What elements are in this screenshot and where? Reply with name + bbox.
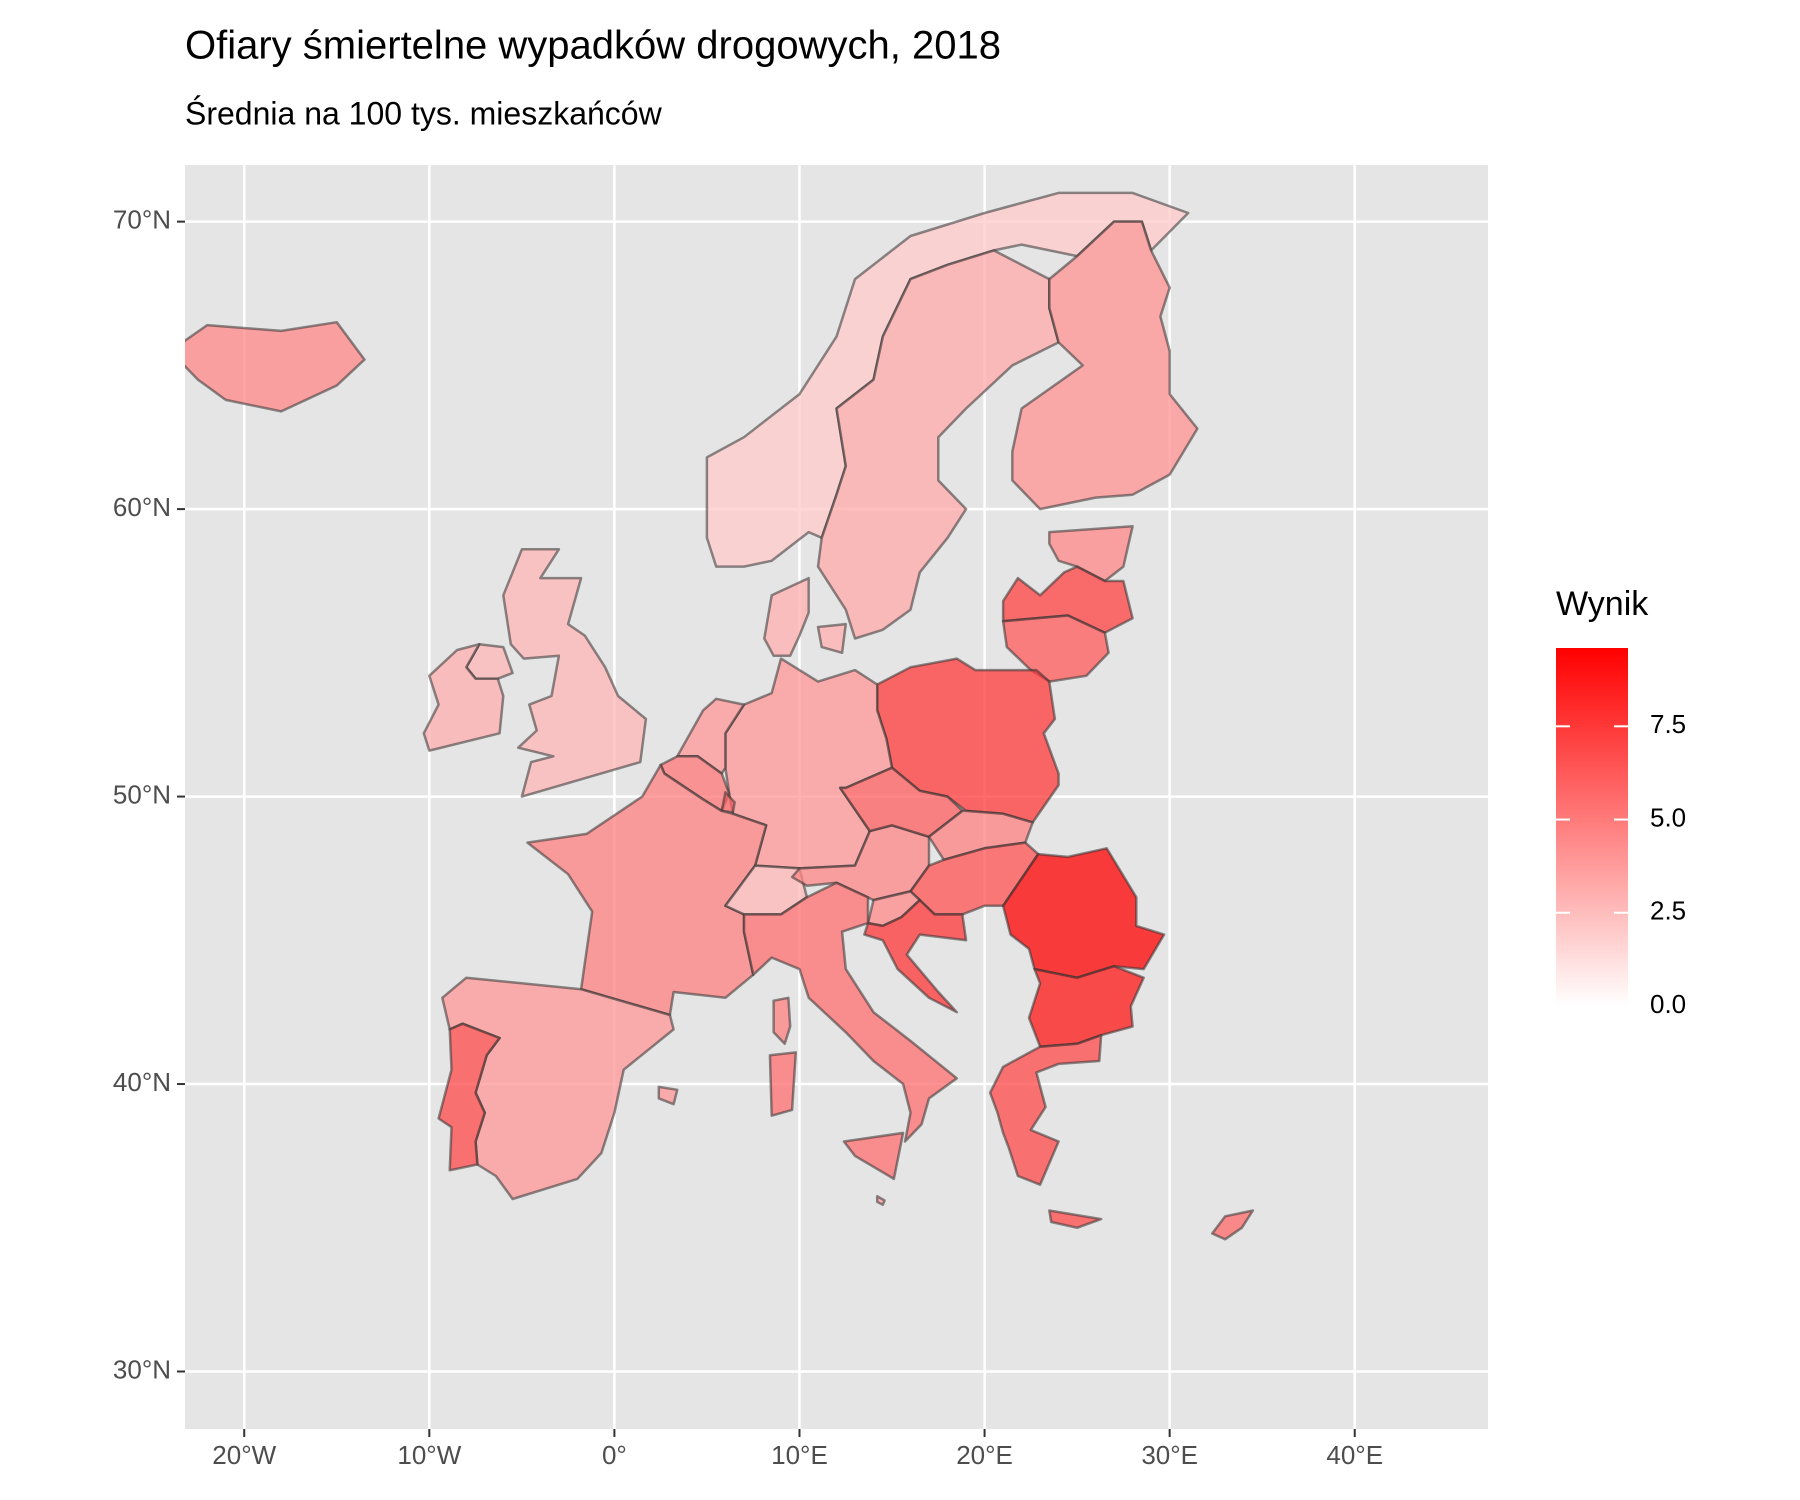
region bbox=[763, 576, 848, 657]
legend-tick-label: 5.0 bbox=[1650, 802, 1686, 832]
chart-subtitle: Średnia na 100 tys. mieszkańców bbox=[185, 95, 663, 131]
region bbox=[988, 1033, 1103, 1230]
chart-title: Ofiary śmiertelne wypadków drogowych, 20… bbox=[185, 24, 1001, 68]
x-tick-label: 20°E bbox=[956, 1440, 1013, 1470]
legend-tick-label: 2.5 bbox=[1650, 896, 1686, 926]
map bbox=[185, 191, 1255, 1241]
region bbox=[422, 642, 505, 752]
legend-tick-label: 7.5 bbox=[1650, 709, 1686, 739]
region bbox=[1027, 964, 1145, 1048]
axes: 20°W 10°W 0° 10°E 20°E 30°E 40°E 30°N 40°N 50°N 60… bbox=[113, 205, 1383, 1470]
region bbox=[437, 1022, 501, 1172]
x-tick-label: 30°E bbox=[1141, 1440, 1198, 1470]
legend-title: Wynik bbox=[1556, 585, 1649, 623]
x-tick-label: 20°W bbox=[212, 1440, 276, 1470]
y-tick-label: 70°N bbox=[113, 205, 171, 235]
y-tick-label: 30°N bbox=[113, 1354, 171, 1384]
region bbox=[875, 1194, 886, 1207]
region bbox=[185, 320, 366, 413]
region bbox=[816, 249, 1060, 640]
region bbox=[1210, 1209, 1255, 1241]
region bbox=[863, 898, 968, 1014]
region bbox=[1001, 614, 1110, 683]
colorbar bbox=[1556, 648, 1628, 1006]
x-tick-label: 10°E bbox=[771, 1440, 828, 1470]
legend: Wynik 0.0 2.5 5.0 7.5 bbox=[1556, 585, 1686, 1019]
x-tick-label: 10°W bbox=[397, 1440, 461, 1470]
y-tick-label: 40°N bbox=[113, 1067, 171, 1097]
y-tick-label: 50°N bbox=[113, 779, 171, 809]
region bbox=[790, 824, 931, 902]
x-tick-label: 40°E bbox=[1326, 1440, 1383, 1470]
x-tick-label: 0° bbox=[602, 1440, 627, 1470]
region bbox=[1001, 847, 1166, 979]
legend-tick-label: 0.0 bbox=[1650, 989, 1686, 1019]
region bbox=[1011, 220, 1199, 511]
y-tick-label: 60°N bbox=[113, 492, 171, 522]
region bbox=[742, 881, 959, 1181]
region bbox=[838, 766, 964, 839]
